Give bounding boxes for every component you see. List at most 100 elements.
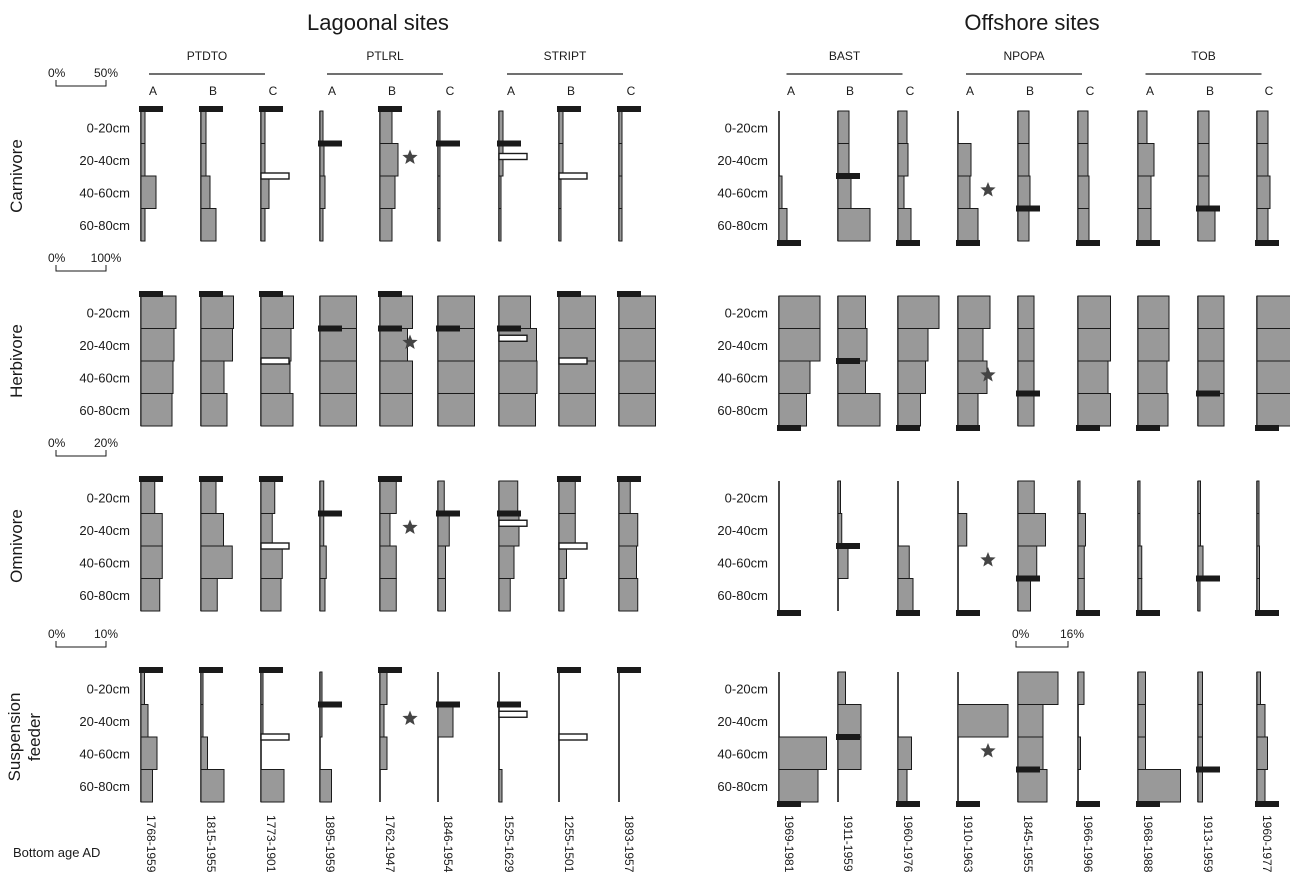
depth-bar <box>838 296 866 329</box>
scale-bar <box>56 80 106 86</box>
depth-bar <box>438 361 475 394</box>
depth-bar <box>499 111 503 144</box>
depth-bar <box>201 737 208 770</box>
depth-bar <box>438 705 453 738</box>
solid-marker-bar <box>378 476 402 482</box>
header-layer: Lagoonal sites Offshore sites PTDTO A B C PTLR… <box>149 10 1274 98</box>
depth-bar <box>380 394 413 427</box>
depth-bar <box>958 361 987 394</box>
scale-max-label: 16% <box>1060 627 1084 641</box>
depth-bar <box>1257 176 1270 209</box>
depth-bar <box>201 481 216 514</box>
bars-layer <box>139 106 1290 807</box>
solid-marker-bar <box>1076 240 1100 246</box>
depth-bar <box>438 111 440 144</box>
depth-bar <box>559 296 596 329</box>
solid-marker-bar <box>259 291 283 297</box>
solid-marker-bar <box>617 106 641 112</box>
depth-bar <box>201 770 224 803</box>
depth-bar <box>499 481 518 514</box>
core-letter: A <box>787 84 795 98</box>
depth-bar <box>619 579 638 612</box>
bottom-age-value: 1960-1976 <box>901 815 915 873</box>
core-letter: A <box>149 84 157 98</box>
depth-bar <box>320 672 322 705</box>
depth-bar <box>619 394 656 427</box>
depth-label: 40-60cm <box>717 555 768 570</box>
solid-marker-bar <box>836 173 860 179</box>
depth-bar <box>1198 546 1203 579</box>
core-letter: B <box>209 84 217 98</box>
depth-bar <box>320 329 357 362</box>
depth-label: 40-60cm <box>79 555 130 570</box>
depth-bar <box>380 579 396 612</box>
solid-marker-bar <box>497 326 521 332</box>
depth-bar <box>1138 514 1140 547</box>
bottom-age-value: 1960-1977 <box>1260 815 1274 873</box>
depth-bar <box>380 296 413 329</box>
depth-bar <box>201 361 224 394</box>
solid-marker-bar <box>139 291 163 297</box>
depth-bar <box>320 296 357 329</box>
depth-bar <box>201 209 216 242</box>
solid-marker-bar <box>557 106 581 112</box>
solid-marker-bar <box>318 511 342 517</box>
star-marker <box>402 520 417 535</box>
site-name: NPOPA <box>1003 49 1044 63</box>
depth-bar <box>1257 394 1290 427</box>
depth-bar <box>1078 514 1086 547</box>
open-marker-bar <box>261 358 289 364</box>
solid-marker-bar <box>836 543 860 549</box>
open-marker-bar <box>261 734 289 740</box>
depth-bar <box>320 209 323 242</box>
depth-bar <box>559 394 596 427</box>
depth-bar <box>958 514 967 547</box>
depth-bar <box>1198 481 1201 514</box>
depth-bar <box>1138 111 1147 144</box>
core-letter: C <box>1086 84 1095 98</box>
depth-bar <box>320 514 324 547</box>
solid-marker-bar <box>836 734 860 740</box>
depth-bar <box>1078 209 1089 242</box>
feeding-group-label: Omnivore <box>7 509 26 583</box>
depth-bar <box>261 672 263 705</box>
solid-marker-bar <box>378 291 402 297</box>
depth-label: 0-20cm <box>725 490 768 505</box>
depth-bar <box>779 176 782 209</box>
solid-marker-bar <box>617 476 641 482</box>
depth-bar <box>499 579 510 612</box>
depth-bar <box>499 514 519 547</box>
bottom-age-value: 1762-1947 <box>383 815 397 873</box>
depth-bar <box>779 329 820 362</box>
depth-bar <box>898 770 907 803</box>
depth-bar <box>1138 579 1142 612</box>
depth-bar <box>499 394 536 427</box>
bottom-age-value: 1966-1996 <box>1081 815 1095 873</box>
depth-label: 20-40cm <box>717 338 768 353</box>
depth-bar <box>1198 111 1209 144</box>
depth-bar <box>838 546 848 579</box>
solid-marker-bar <box>1016 767 1040 773</box>
depth-bar <box>499 770 502 803</box>
depth-bar <box>261 514 272 547</box>
depth-bar <box>1078 361 1108 394</box>
bottom-age-value: 1773-1901 <box>264 815 278 873</box>
solid-marker-bar <box>259 667 283 673</box>
panel-title: Offshore sites <box>964 10 1099 35</box>
bottom-age-value: 1911-1959 <box>841 815 855 872</box>
scale-min-label: 0% <box>1012 627 1030 641</box>
core-letter: C <box>446 84 455 98</box>
open-marker-bar <box>559 543 587 549</box>
depth-bar <box>141 770 153 803</box>
depth-bar <box>1198 394 1224 427</box>
depth-bar <box>958 144 971 177</box>
depth-label: 60-80cm <box>717 588 768 603</box>
solid-marker-bar <box>896 610 920 616</box>
depth-bar <box>261 144 265 177</box>
depth-bar <box>141 514 162 547</box>
depth-label: 20-40cm <box>79 338 130 353</box>
solid-marker-bar <box>956 610 980 616</box>
depth-label: 60-80cm <box>717 218 768 233</box>
depth-bar <box>838 209 870 242</box>
